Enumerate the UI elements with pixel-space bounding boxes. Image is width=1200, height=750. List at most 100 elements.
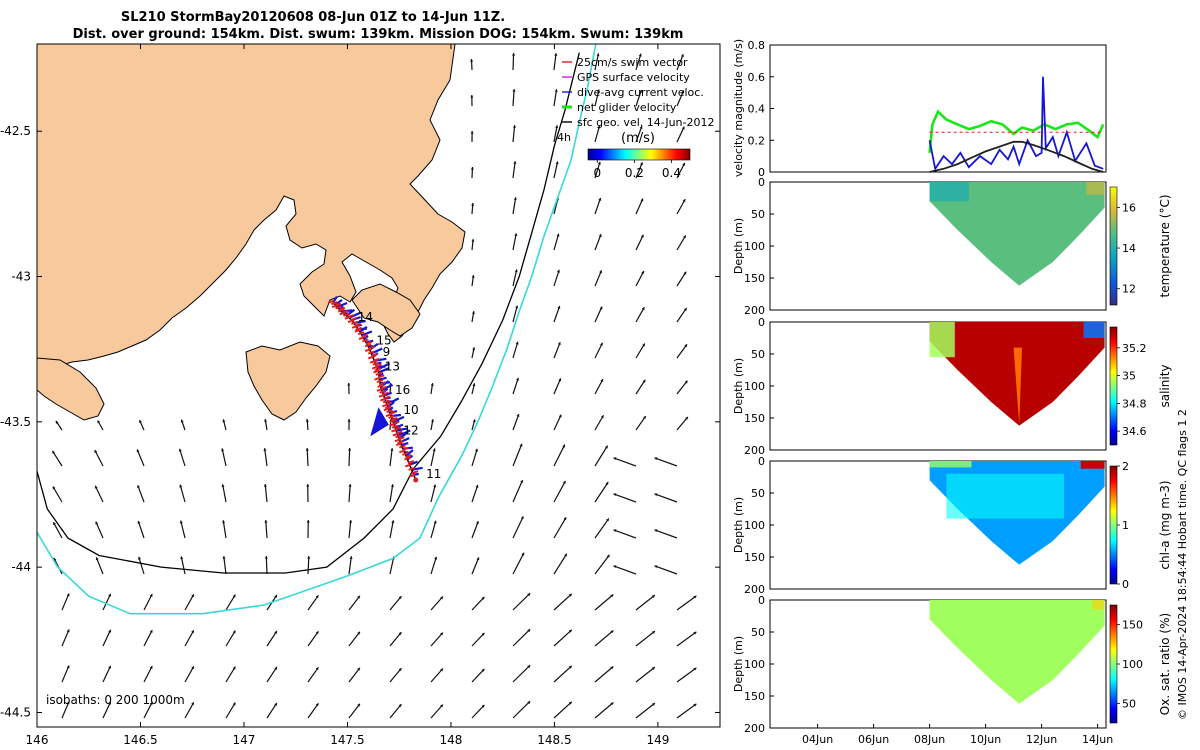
geo-arrow-head — [357, 667, 360, 671]
section-colorbar-tick-label: 12 — [1122, 283, 1136, 296]
swim-vector — [376, 379, 384, 384]
geo-arrow-head — [527, 629, 531, 633]
map-xtick-label: 148 — [439, 733, 462, 747]
map-colorbar-tick-label: 0.2 — [625, 166, 644, 180]
geo-arrow-head — [568, 593, 572, 597]
geo-arrow — [389, 520, 394, 539]
geo-arrow — [512, 552, 525, 575]
geo-arrow-head — [149, 594, 153, 597]
geo-arrow — [553, 378, 562, 395]
geo-arrow — [102, 701, 112, 719]
map-xtick-label: 146 — [26, 733, 49, 747]
geo-arrow — [265, 520, 268, 539]
geo-arrow — [594, 306, 603, 323]
geo-arrow — [348, 447, 351, 467]
geo-arrow — [222, 484, 227, 503]
geo-arrow — [471, 704, 485, 719]
geo-arrow-head — [651, 667, 655, 670]
geo-arrow-head — [651, 595, 655, 598]
geo-arrow-head — [470, 95, 474, 98]
swim-vector — [338, 306, 346, 311]
geo-arrow — [635, 379, 646, 395]
swim-vector — [394, 438, 402, 443]
geo-arrow-head — [605, 482, 609, 485]
section-temp: 0 50 100 150 200 Depth (m) 12 14 16 temperature (… — [732, 176, 1172, 317]
geo-arrow-head — [472, 419, 476, 423]
geo-arrow-head — [66, 629, 70, 633]
geo-arrow-head — [149, 666, 153, 669]
geo-arrow — [553, 444, 566, 467]
map-colorbar-tick-label: 0.4 — [662, 166, 681, 180]
geo-arrow — [613, 493, 637, 503]
map-ytick-label: -44.5 — [0, 705, 31, 719]
geo-arrow-head — [52, 450, 56, 454]
current-vector — [395, 427, 408, 432]
section-ytick-label: 200 — [744, 444, 765, 457]
section-ylabel: Depth (m) — [732, 218, 745, 274]
geo-arrow — [512, 479, 524, 503]
section-oxy: 0 50 100 150 200 Depth (m) 50 100 150 Ox. sat. ra… — [732, 594, 1172, 746]
section-ytick-label: 100 — [744, 519, 765, 532]
section-cblabel: Ox. sat. ratio (%) — [1158, 613, 1172, 715]
geo-arrow-head — [137, 485, 140, 489]
map-colorbar-tick-label: 0 — [593, 166, 601, 180]
section-colorbar — [1109, 465, 1118, 585]
map-xtick-label: 146.5 — [123, 733, 157, 747]
section-cblabel: temperature (°C) — [1158, 195, 1172, 298]
geo-arrow-head — [149, 702, 153, 705]
geo-arrow — [635, 89, 642, 107]
geo-arrow — [594, 342, 604, 359]
map-frame — [36, 43, 721, 728]
swim-vector — [407, 460, 415, 464]
section-feature — [1086, 182, 1105, 195]
geo-arrow — [635, 415, 647, 431]
geo-arrow — [594, 481, 609, 503]
section-colorbar-tick-label: 16 — [1122, 201, 1136, 214]
swim-vector — [368, 355, 375, 360]
geo-arrow-head — [639, 89, 643, 93]
geo-arrow — [676, 343, 688, 359]
geo-arrow-head — [519, 443, 523, 447]
section-xtick-label: 12Jun — [1026, 733, 1057, 746]
geo-arrow-head — [512, 89, 516, 92]
swim-vector — [377, 374, 385, 379]
map-colorbar-ticks: 0 0.2 0.4 — [593, 160, 681, 180]
geo-arrow-head — [191, 594, 194, 598]
geo-arrow — [553, 125, 558, 143]
geo-arrow-head — [66, 593, 70, 597]
geo-arrow-head — [638, 53, 642, 57]
swim-vector — [391, 424, 399, 429]
section-xtick-label: 08Jun — [914, 733, 945, 746]
section-ylabel: Depth (m) — [732, 636, 745, 692]
geo-arrow-head — [606, 518, 609, 522]
geo-arrow — [61, 701, 70, 719]
colorbar-unit: (m/s) — [621, 131, 655, 146]
geo-arrow — [61, 593, 70, 611]
geo-arrow-head — [481, 597, 485, 600]
geo-arrow-head — [471, 311, 475, 314]
isobath-1000m — [37, 44, 597, 615]
geo-arrow-head — [471, 239, 475, 242]
geo-arrow — [654, 457, 678, 467]
swim-vector — [357, 331, 365, 336]
legend-sfc: sfc geo. vel. 14-Jun-2012 — [577, 116, 714, 129]
section-ytick-label: 50 — [751, 626, 765, 639]
geo-arrow-head — [610, 594, 614, 598]
current-vector — [405, 449, 414, 457]
geo-arrow — [512, 125, 516, 143]
geo-arrow-head — [600, 342, 603, 346]
geo-arrow-head — [557, 306, 561, 309]
map-xtick-label: 147 — [233, 733, 256, 747]
geo-arrow — [676, 271, 687, 287]
title-line1: SL210 StormBay20120608 08-Jun 01Z to 14-… — [121, 10, 505, 25]
legend-current: dive-avg current veloc. — [577, 86, 704, 99]
geo-arrow — [348, 556, 352, 575]
geo-arrow — [348, 631, 361, 647]
geo-arrow — [94, 449, 104, 467]
section-ytick-label: 0 — [758, 455, 765, 468]
section-colorbar-tick-label: 100 — [1122, 658, 1143, 671]
geo-arrow-head — [527, 665, 531, 669]
geo-arrow-head — [599, 270, 602, 274]
geo-arrow — [389, 703, 402, 719]
